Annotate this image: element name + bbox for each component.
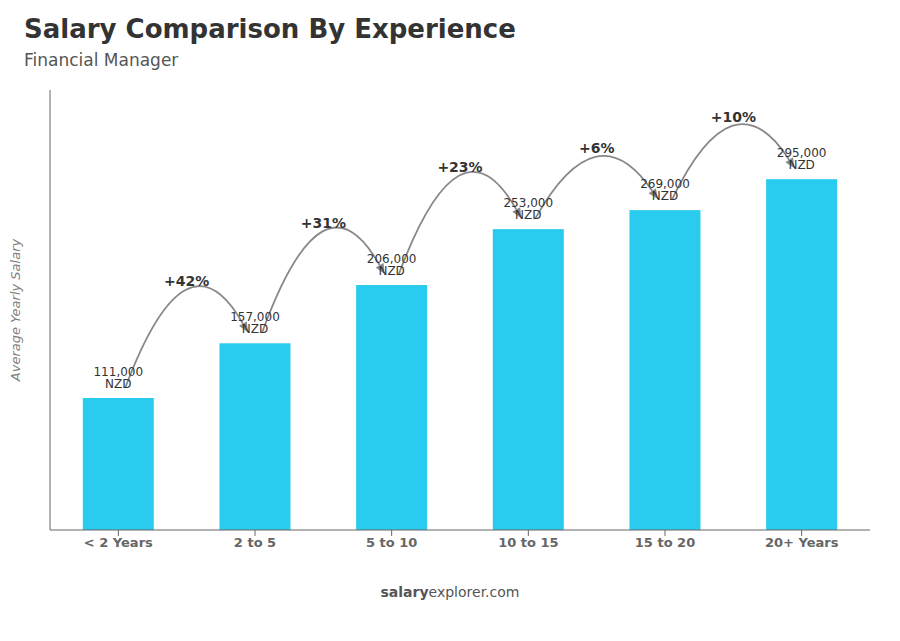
svg-text:295,000NZD: 295,000NZD <box>777 146 827 172</box>
html-text:salary explorer.com: salary explorer.com <box>380 584 520 600</box>
html-text:Salary Comparison By Experienc: Salary Comparison By Experience <box>24 14 516 44</box>
svg-text:5 to 10: 5 to 10 <box>366 535 417 550</box>
svg-text:2 to 5: 2 to 5 <box>234 535 276 550</box>
svg-text:157,000NZD: 157,000NZD <box>230 310 280 336</box>
svg-text:Average Yearly Salary: Average Yearly Salary <box>8 239 23 383</box>
svg-text:111,000NZD: 111,000NZD <box>93 365 143 391</box>
svg-text:< 2 Years: < 2 Years <box>84 535 153 550</box>
svg-text:+23%: +23% <box>437 159 482 175</box>
svg-text:10 to 15: 10 to 15 <box>498 535 558 550</box>
svg-text:20+ Years: 20+ Years <box>765 535 839 550</box>
svg-text:+6%: +6% <box>579 140 615 156</box>
html-text:Financial Manager: Financial Manager <box>24 50 179 70</box>
svg-text:206,000NZD: 206,000NZD <box>367 252 417 278</box>
svg-text:253,000NZD: 253,000NZD <box>503 196 553 222</box>
svg-text:+42%: +42% <box>164 273 209 289</box>
svg-text:+10%: +10% <box>711 109 756 125</box>
svg-text:269,000NZD: 269,000NZD <box>640 177 690 203</box>
svg-text:+31%: +31% <box>301 215 346 231</box>
svg-text:15 to 20: 15 to 20 <box>635 535 695 550</box>
